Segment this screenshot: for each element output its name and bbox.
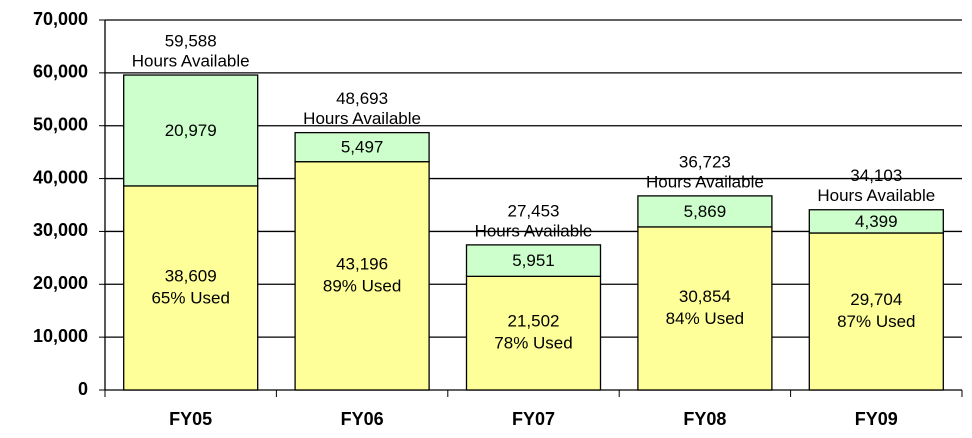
percent-label: 87% Used (837, 312, 915, 331)
y-tick-label: 10,000 (33, 326, 88, 346)
y-tick-label: 30,000 (33, 220, 88, 240)
total-note: Hours Available (132, 52, 250, 71)
bar-segment (465, 275, 602, 391)
total-label: 36,723 (679, 152, 731, 171)
x-tick-label: FY05 (169, 409, 212, 429)
total-label: 59,588 (165, 32, 217, 51)
bar-segment (808, 232, 944, 391)
percent-label: 78% Used (494, 334, 572, 353)
x-tick-label: FY08 (683, 409, 726, 429)
total-note: Hours Available (817, 186, 935, 205)
x-tick-label: FY06 (341, 409, 384, 429)
value-label: 43,196 (336, 254, 388, 273)
value-label: 30,854 (679, 287, 731, 306)
value-label: 5,497 (341, 138, 384, 157)
bar-segment (294, 161, 430, 391)
bar-segment (294, 131, 430, 163)
value-label: 5,869 (684, 202, 727, 221)
percent-label: 89% Used (323, 276, 401, 295)
x-tick-label: FY09 (855, 409, 898, 429)
y-tick-label: 40,000 (33, 167, 88, 187)
total-note: Hours Available (303, 109, 421, 128)
bar-segment (123, 185, 259, 391)
y-tick-label: 70,000 (33, 9, 88, 29)
percent-label: 84% Used (666, 309, 744, 328)
total-note: Hours Available (646, 172, 764, 191)
bar-segment (123, 74, 259, 187)
value-label: 38,609 (165, 266, 217, 285)
value-label: 29,704 (850, 290, 902, 309)
x-tick-label: FY07 (512, 409, 555, 429)
y-tick-label: 50,000 (33, 114, 88, 134)
bar-segment (465, 244, 602, 277)
bar-segment (637, 226, 773, 391)
total-label: 27,453 (508, 201, 560, 220)
y-tick-label: 20,000 (33, 273, 88, 293)
total-label: 48,693 (336, 89, 388, 108)
percent-label: 65% Used (151, 288, 229, 307)
value-label: 21,502 (508, 312, 560, 331)
value-label: 4,399 (855, 212, 898, 231)
total-label: 34,103 (850, 166, 902, 185)
bar-segment (637, 195, 773, 228)
total-note: Hours Available (475, 221, 593, 240)
value-label: 5,951 (512, 251, 555, 270)
y-tick-label: 60,000 (33, 62, 88, 82)
bar-segment (808, 209, 944, 234)
value-label: 20,979 (165, 121, 217, 140)
y-tick-label: 0 (78, 379, 88, 399)
